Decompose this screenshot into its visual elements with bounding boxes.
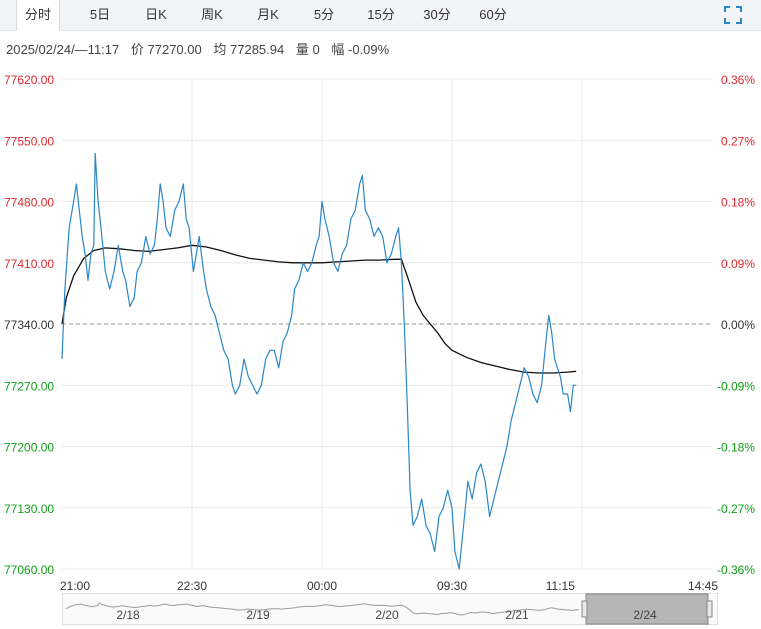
tab-3[interactable]: 日K	[145, 7, 167, 22]
info-price-label: 价	[130, 42, 144, 57]
navigator-session-label: 2/24	[633, 608, 657, 622]
pct-tick-label: -0.18%	[717, 441, 755, 455]
info-datetime: 2025/02/24/—11:17	[6, 42, 120, 57]
tab-2[interactable]: 5日	[89, 7, 111, 22]
time-navigator[interactable]: 2/18 2/19 2/20 2/21 2/24	[62, 593, 718, 625]
intraday-chart[interactable]: 77620.00 0.36% 77550.00 0.27% 77480.00 0.18% 7…	[0, 62, 761, 592]
x-tick-label: 14:45	[688, 579, 718, 592]
y-tick-label: 77620.00	[4, 73, 54, 87]
y-tick-label: 77410.00	[4, 257, 54, 271]
info-range-label: 幅	[331, 42, 345, 57]
tab-5[interactable]: 月K	[257, 7, 279, 22]
pct-tick-label: -0.36%	[717, 563, 755, 577]
info-vol: 0	[312, 42, 320, 57]
x-tick-label: 22:30	[177, 579, 207, 592]
navigator-left-handle[interactable]	[581, 600, 588, 618]
tab-8[interactable]: 30分	[423, 7, 451, 22]
x-tick-label: 11:15	[546, 579, 575, 592]
avg-price-line	[61, 244, 577, 374]
pct-tick-label: 0.27%	[721, 134, 755, 148]
navigator-session-label: 2/20	[375, 608, 399, 622]
pct-tick-label: 0.00%	[721, 318, 755, 332]
tab-1[interactable]: 分时	[16, 0, 60, 31]
tab-9[interactable]: 60分	[479, 7, 507, 22]
pct-tick-label: -0.09%	[717, 379, 755, 393]
x-tick-label: 00:00	[307, 579, 337, 592]
period-tab-bar: 分时 5日 日K 周K 月K 5分 15分 30分 60分	[0, 0, 761, 31]
navigator-session-label: 2/18	[116, 608, 140, 622]
info-price: 77270.00	[147, 42, 202, 57]
navigator-trace	[65, 602, 579, 616]
y-tick-label: 77480.00	[4, 196, 54, 210]
pct-tick-label: 0.18%	[721, 196, 755, 210]
x-tick-label: 09:30	[437, 579, 467, 592]
y-tick-label: 77130.00	[4, 502, 54, 516]
pct-tick-label: 0.09%	[721, 257, 755, 271]
navigator-right-handle[interactable]	[706, 600, 713, 618]
navigator-session-label: 2/21	[505, 608, 529, 622]
info-avg: 77285.94	[230, 42, 285, 57]
info-avg-label: 均	[213, 42, 227, 57]
price-line	[61, 152, 577, 570]
info-vol-label: 量	[295, 42, 309, 57]
x-tick-label: 21:00	[60, 579, 90, 592]
tab-7[interactable]: 15分	[367, 7, 395, 22]
y-tick-label: 77060.00	[4, 563, 54, 577]
quote-info-bar: 2025/02/24/—11:17 价 77270.00 均 77285.94 …	[6, 39, 397, 58]
tab-4[interactable]: 周K	[201, 7, 223, 22]
y-tick-label: 77270.00	[4, 379, 54, 393]
tab-6[interactable]: 5分	[313, 7, 335, 22]
info-range: -0.09%	[348, 42, 390, 57]
y-tick-label: 77200.00	[4, 441, 54, 455]
pct-tick-label: -0.27%	[717, 502, 755, 516]
navigator-session-label: 2/19	[246, 608, 270, 622]
fullscreen-icon[interactable]	[723, 5, 743, 25]
y-tick-label: 77550.00	[4, 134, 54, 148]
y-tick-label: 77340.00	[4, 318, 54, 332]
pct-tick-label: 0.36%	[721, 73, 755, 87]
